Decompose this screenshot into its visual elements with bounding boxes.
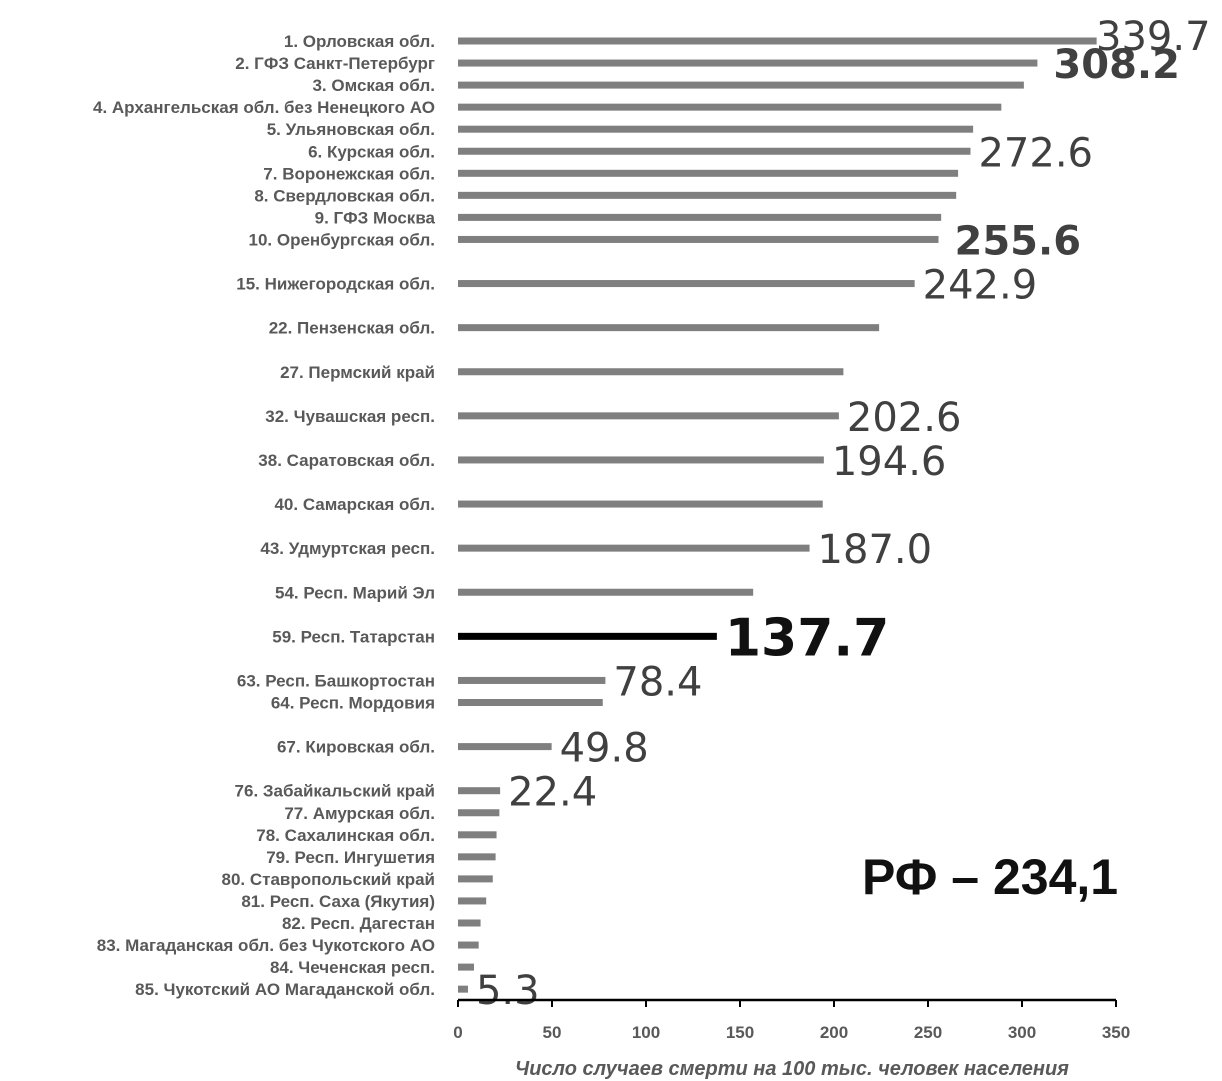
- bar-29: [458, 919, 481, 927]
- bar-27: [458, 875, 493, 883]
- category-label: 67. Кировская обл.: [277, 738, 435, 757]
- category-label: 43. Удмуртская респ.: [260, 539, 435, 558]
- x-tick-label: 150: [726, 1023, 754, 1042]
- bar-26: [458, 853, 496, 861]
- bar-20: [458, 676, 606, 684]
- x-tick-label: 350: [1102, 1023, 1130, 1042]
- value-label: 339.7: [1096, 14, 1211, 60]
- value-label: 255.6: [955, 218, 1082, 264]
- category-label: 3. Омская обл.: [312, 76, 435, 95]
- value-label: 22.4: [508, 770, 597, 816]
- bar-10: [458, 235, 939, 243]
- category-labels-group: 1. Орловская обл. 2. ГФЗ Санкт-Петербург 3…: [93, 32, 436, 999]
- category-label: 15. Нижегородская обл.: [236, 275, 435, 294]
- bar-16: [458, 500, 823, 508]
- category-label: 10. Оренбургская обл.: [249, 230, 435, 249]
- x-tick-label: 250: [914, 1023, 942, 1042]
- category-label: 83. Магаданская обл. без Чукотского АО: [97, 936, 435, 955]
- category-label: 80. Ставропольский край: [222, 870, 436, 889]
- bar-3: [458, 81, 1024, 89]
- category-label: 32. Чувашская респ.: [265, 407, 435, 426]
- category-label: 85. Чукотский АО Магаданской обл.: [135, 980, 435, 999]
- category-label: 77. Амурская обл.: [284, 804, 435, 823]
- bar-9: [458, 213, 942, 221]
- bar-5: [458, 125, 974, 133]
- x-axis: 0 50 100 150 200 250 300 350: [453, 998, 1130, 1042]
- category-label: 84. Чеченская респ.: [270, 958, 435, 977]
- category-label: 79. Респ. Ингушетия: [266, 848, 435, 867]
- bar-4: [458, 103, 1002, 111]
- category-label: 22. Пензенская обл.: [269, 319, 435, 338]
- x-tick-label: 0: [453, 1023, 462, 1042]
- category-label: 5. Ульяновская обл.: [267, 120, 435, 139]
- x-tick-label: 200: [820, 1023, 848, 1042]
- category-label: 40. Самарская обл.: [274, 495, 435, 514]
- category-label: 76. Забайкальский край: [235, 782, 435, 801]
- category-label: 82. Респ. Дагестан: [282, 914, 435, 933]
- value-label: 5.3: [476, 968, 540, 1014]
- value-label: 187.0: [818, 527, 933, 573]
- bar-25: [458, 831, 497, 839]
- category-label: 63. Респ. Башкортостан: [237, 671, 435, 690]
- x-axis-title: Число случаев смерти на 100 тыс. человек…: [515, 1058, 1069, 1080]
- bar-21: [458, 699, 603, 706]
- bar-32: [458, 985, 468, 993]
- bar-8: [458, 191, 957, 199]
- bar-28: [458, 897, 487, 905]
- bar-12: [458, 324, 880, 332]
- category-label: 59. Респ. Татарстан: [272, 627, 435, 646]
- x-tick-label: 100: [632, 1023, 660, 1042]
- category-label: 2. ГФЗ Санкт-Петербург: [235, 54, 435, 73]
- category-label: 78. Сахалинская обл.: [256, 826, 435, 845]
- rf-summary-annotation: РФ – 234,1: [862, 849, 1119, 905]
- bar-14: [458, 412, 839, 420]
- bar-11: [458, 280, 915, 288]
- bar-23: [458, 787, 501, 795]
- category-label: 38. Саратовская обл.: [258, 451, 435, 470]
- value-label: 202.6: [847, 395, 962, 441]
- bar-24: [458, 809, 500, 817]
- bar-18: [458, 588, 754, 596]
- bar-22: [458, 743, 552, 751]
- bar-31: [458, 963, 474, 971]
- bar-2: [458, 59, 1038, 67]
- category-label: 54. Респ. Марий Эл: [275, 583, 435, 602]
- bar-17: [458, 544, 810, 552]
- value-label: 242.9: [923, 263, 1038, 309]
- value-label: 194.6: [832, 439, 947, 485]
- category-label: 4. Архангельская обл. без Ненецкого АО: [93, 98, 435, 117]
- value-label: 49.8: [560, 726, 649, 772]
- bar-6: [458, 147, 971, 155]
- bar-19: [458, 632, 717, 640]
- value-label: 272.6: [978, 130, 1093, 176]
- value-label: 137.7: [725, 608, 889, 668]
- category-label: 64. Респ. Мордовия: [271, 694, 435, 713]
- category-label: 81. Респ. Саха (Якутия): [241, 892, 435, 911]
- bar-30: [458, 941, 479, 949]
- x-tick-label: 300: [1008, 1023, 1036, 1042]
- x-tick-label: 50: [543, 1023, 562, 1042]
- category-label: 9. ГФЗ Москва: [315, 208, 436, 227]
- category-label: 6. Курская обл.: [308, 142, 435, 161]
- bar-13: [458, 368, 844, 376]
- value-label: 308.2: [1053, 42, 1180, 88]
- bar-15: [458, 456, 824, 464]
- bar-1: [458, 37, 1097, 45]
- category-label: 8. Свердловская обл.: [254, 186, 435, 205]
- category-label: 1. Орловская обл.: [284, 32, 435, 51]
- value-label: 78.4: [613, 659, 702, 705]
- category-label: 27. Пермский край: [280, 363, 435, 382]
- bars-group: [458, 37, 1097, 993]
- bar-7: [458, 169, 959, 177]
- category-label: 7. Воронежская обл.: [263, 164, 435, 183]
